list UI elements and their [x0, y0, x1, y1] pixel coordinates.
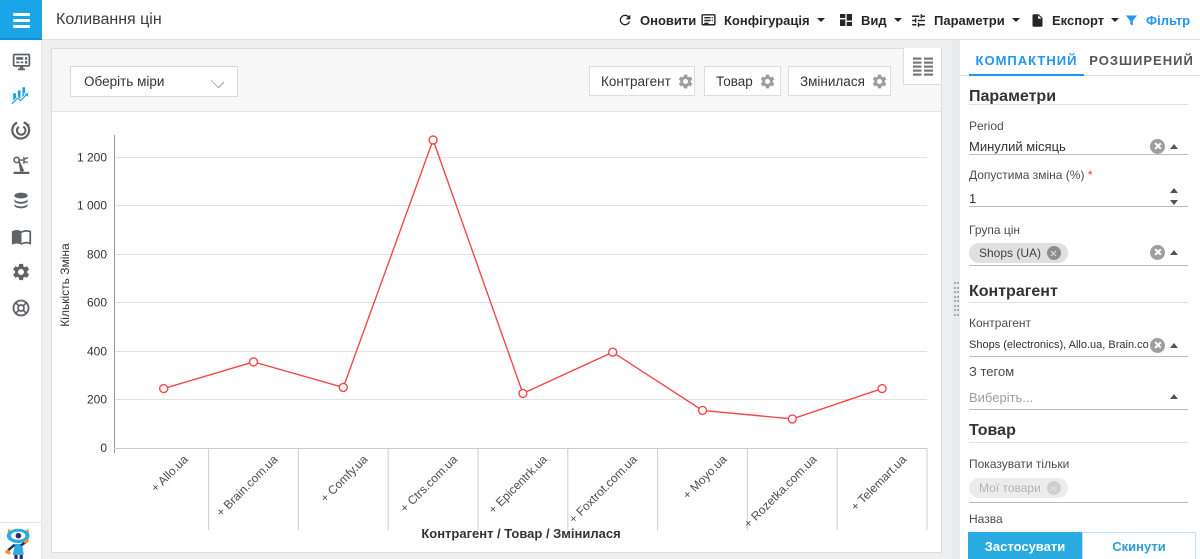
svg-text:1 000: 1 000 [77, 199, 107, 213]
svg-text:+ Brain.com.ua: + Brain.com.ua [213, 452, 280, 519]
svg-text:Кількість Зміна: Кількість Зміна [58, 243, 72, 327]
svg-text:+ Comfy.ua: + Comfy.ua [318, 452, 371, 505]
svg-text:+ Allo.ua: + Allo.ua [148, 452, 191, 495]
svg-text:+ Telemart.ua: + Telemart.ua [848, 452, 910, 514]
svg-text:400: 400 [87, 345, 107, 359]
svg-text:1 200: 1 200 [77, 151, 107, 165]
svg-text:+ Epicentrk.ua: + Epicentrk.ua [486, 452, 551, 517]
svg-text:600: 600 [87, 296, 107, 310]
svg-text:Контрагент / Товар / Змінилася: Контрагент / Товар / Змінилася [421, 526, 620, 541]
svg-text:+ Rozetka.com.ua: + Rozetka.com.ua [741, 452, 820, 531]
svg-text:+ Foxtrot.com.ua: + Foxtrot.com.ua [566, 452, 640, 526]
svg-text:+ Moyo.ua: + Moyo.ua [680, 452, 730, 502]
svg-text:+ Ctrs.com.ua: + Ctrs.com.ua [397, 452, 460, 515]
svg-text:800: 800 [87, 248, 107, 262]
svg-text:0: 0 [100, 441, 107, 455]
svg-text:200: 200 [87, 393, 107, 407]
